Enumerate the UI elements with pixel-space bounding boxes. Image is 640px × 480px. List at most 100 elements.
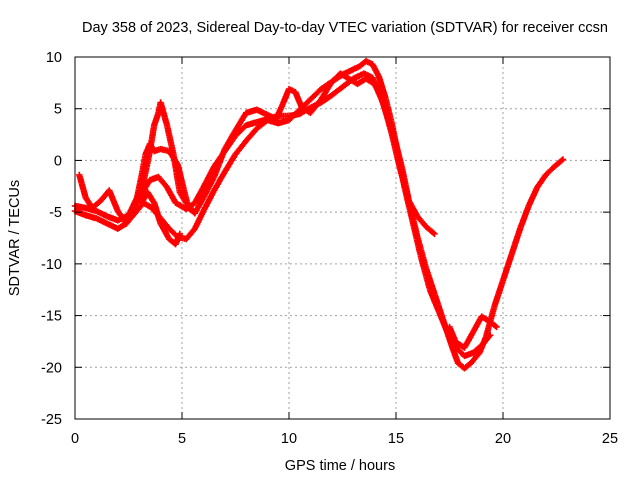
data-point-cluster [552, 157, 565, 169]
data-point-cluster [147, 123, 158, 153]
data-point-cluster [287, 107, 302, 123]
data-point [486, 332, 494, 339]
series-track-e [138, 189, 184, 248]
data-point-cluster [479, 333, 493, 348]
data-point-cluster [364, 76, 377, 87]
data-point-cluster [233, 111, 249, 133]
data-point-cluster [351, 63, 362, 72]
y-tick-label: -10 [41, 257, 62, 273]
data-point-cluster [233, 138, 249, 157]
data-point-cluster [380, 101, 395, 135]
data-point-cluster [106, 188, 121, 213]
data-point-cluster [462, 361, 473, 371]
data-point-cluster [152, 146, 163, 154]
x-tick-label: 5 [178, 431, 186, 447]
y-tick-label: -5 [49, 205, 62, 221]
data-point-cluster [140, 149, 153, 184]
x-tick-label: 20 [495, 431, 511, 447]
data-point-cluster [424, 224, 437, 236]
data-point-cluster [508, 227, 523, 257]
y-tick-label: -20 [41, 360, 62, 376]
data-point-cluster [76, 173, 89, 200]
data-point-cluster [543, 164, 557, 177]
y-axis-label: SDTVAR / TECUs [7, 180, 23, 296]
data-point-cluster [141, 200, 154, 211]
data-point-cluster [500, 253, 515, 282]
data-point-cluster [192, 209, 206, 231]
data-point-cluster [410, 222, 425, 262]
data-point-cluster [468, 350, 482, 366]
data-point-cluster [415, 214, 429, 229]
data-point-cluster [158, 221, 172, 241]
axis-ticks [74, 56, 611, 420]
data-point-cluster [491, 278, 506, 308]
data-point [191, 209, 199, 217]
y-tick-label: 10 [46, 50, 62, 66]
data-point-cluster [419, 258, 433, 293]
data-point-cluster [388, 132, 404, 172]
data-point-cluster [201, 165, 217, 189]
data-point-cluster [364, 58, 375, 67]
data-point [431, 230, 438, 238]
x-tick-label: 25 [602, 431, 618, 447]
data-point-cluster [222, 128, 238, 151]
y-tick-label: 5 [54, 102, 62, 118]
data-point-cluster [192, 185, 206, 205]
data-point-cluster [90, 198, 103, 211]
data-point-cluster [338, 71, 351, 82]
data-point-cluster [535, 173, 548, 190]
data-point-cluster [233, 123, 249, 138]
data-point-cluster [308, 97, 324, 115]
series-track-f [446, 313, 500, 351]
data-point-cluster [406, 199, 420, 218]
data-point-cluster [170, 152, 183, 194]
data-markers [71, 57, 567, 372]
data-point-cluster [164, 185, 178, 205]
data-point [493, 323, 500, 331]
data-point-cluster [397, 168, 412, 203]
data-point-cluster [222, 152, 238, 174]
data-point-cluster [318, 80, 335, 102]
data-point-cluster [244, 126, 259, 143]
data-point-cluster [287, 86, 297, 95]
data-point-cluster [329, 84, 345, 98]
plot-frame [74, 56, 611, 420]
axis-tick-labels: 0 5 10 15 20 25 -25 -20 -15 -10 -5 0 5 10 [41, 50, 618, 447]
data-point-cluster [479, 314, 492, 325]
data-point [176, 230, 184, 238]
data-point-cluster [517, 204, 532, 231]
data-point-cluster [526, 185, 540, 208]
x-tick-label: 0 [71, 431, 79, 447]
data-point-cluster [156, 175, 170, 190]
data-point-cluster [184, 200, 197, 216]
data-point-cluster [376, 75, 388, 99]
data-point-cluster [488, 319, 499, 330]
data-point-cluster [471, 343, 484, 355]
y-tick-label: -25 [41, 412, 62, 428]
data-point-cluster [372, 82, 386, 105]
data-point-cluster [201, 188, 217, 213]
data-point-cluster [201, 175, 217, 200]
data-point-cluster [211, 147, 228, 179]
data-point-cluster [157, 100, 170, 127]
y-tick-label: 0 [54, 153, 62, 169]
x-tick-label: 10 [281, 431, 297, 447]
data-point-cluster [427, 289, 442, 313]
series-track-c [76, 70, 438, 238]
data-point-cluster [164, 123, 177, 156]
data-point-cluster [308, 87, 324, 102]
y-tick-label: -15 [41, 309, 62, 325]
data-point [559, 156, 567, 163]
data-point-cluster [462, 330, 476, 350]
x-tick-label: 15 [388, 431, 404, 447]
data-point-cluster [177, 190, 189, 205]
chart-title: Day 358 of 2023, Sidereal Day-to-day VTE… [82, 20, 608, 36]
data-point-cluster [151, 201, 164, 226]
data-point-cluster [211, 170, 228, 193]
series-track-d [127, 99, 199, 217]
data-point-cluster [436, 309, 450, 334]
x-axis-label: GPS time / hours [285, 458, 395, 474]
